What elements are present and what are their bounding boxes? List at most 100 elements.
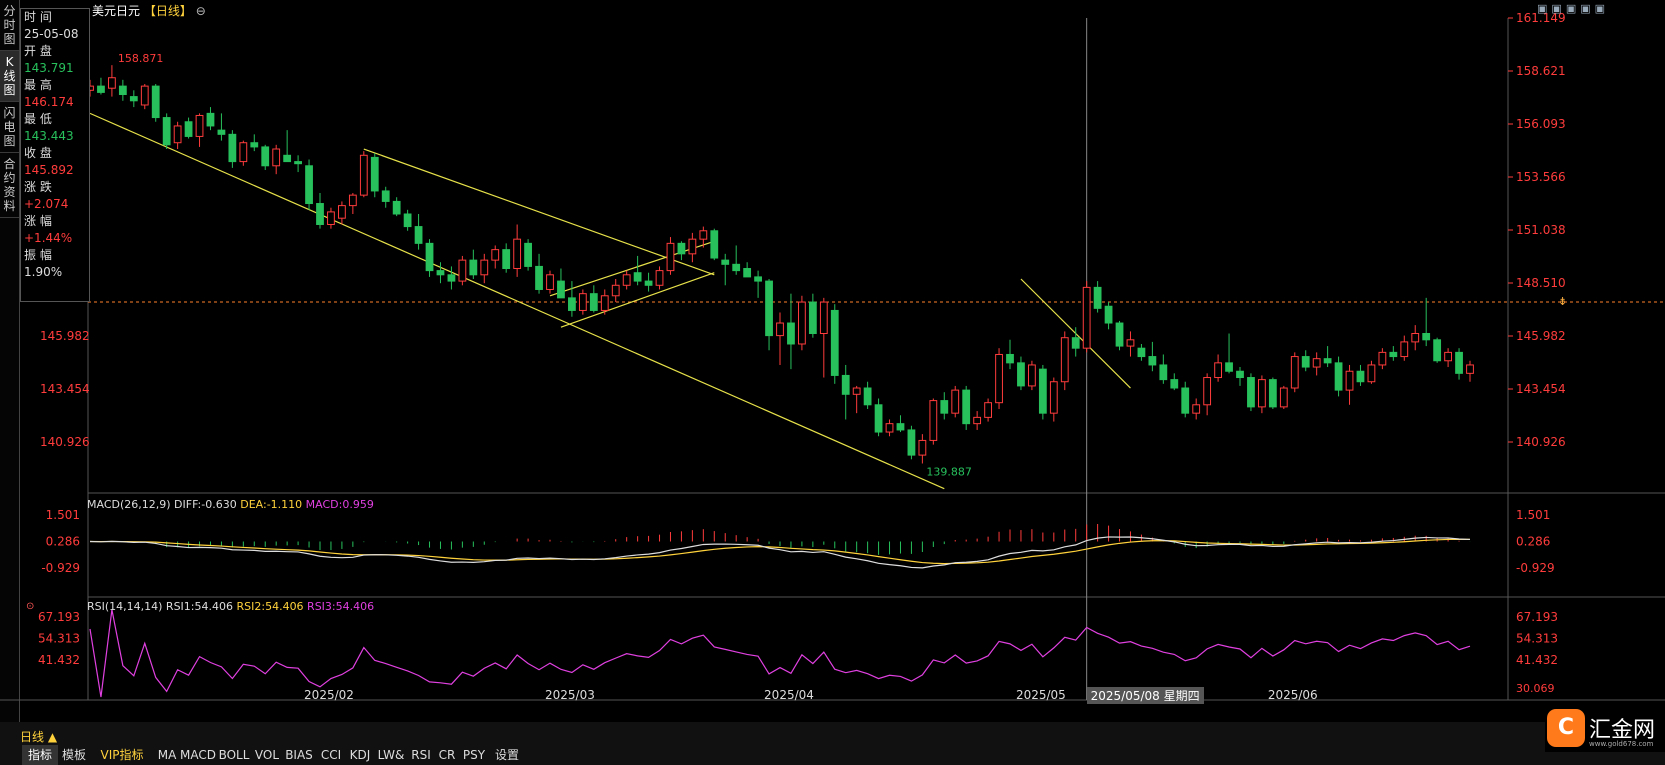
tab-contract-info[interactable]: 合约资料 [0, 153, 19, 218]
rsi-axis-label-right: 41.432 [1516, 653, 1558, 667]
candle [1444, 348, 1452, 368]
candle-body [589, 293, 598, 311]
bottom-tab[interactable]: KDJ [349, 748, 371, 762]
candle [1334, 356, 1343, 397]
candle-body [1433, 339, 1442, 362]
tab-timeshare[interactable]: 分时图 [0, 0, 19, 51]
candle [578, 289, 587, 315]
candle-body [1367, 364, 1376, 383]
candle [896, 415, 905, 433]
trendlines [89, 112, 1131, 490]
candle-body [283, 154, 292, 163]
candle [1006, 339, 1014, 370]
settings-icon[interactable]: ⊖ [195, 4, 206, 18]
bottom-tab[interactable]: PSY [462, 748, 486, 762]
candle [184, 117, 193, 139]
candle [1411, 325, 1420, 351]
candle [381, 186, 390, 208]
bottom-tab[interactable]: RSI [411, 748, 431, 762]
candle-body [535, 265, 543, 290]
candle [491, 245, 500, 269]
candle [359, 151, 368, 198]
wedge-lower-line [560, 272, 715, 328]
candle-body [1093, 286, 1102, 309]
bottom-tab[interactable]: MA [157, 748, 177, 762]
candle-body [294, 161, 302, 165]
candle [644, 272, 653, 292]
tab-kline[interactable]: K线图 [0, 51, 19, 102]
candle-body [1247, 377, 1255, 408]
bottom-tab[interactable]: VIP指标 [100, 748, 144, 762]
candle-body [108, 77, 116, 89]
candle-body [1258, 379, 1266, 408]
date-label: 2025/05 [1015, 688, 1066, 702]
kline-chart[interactable]: 161.149 158.621 156.093 153.566 151.038 148.5… [0, 0, 1665, 722]
candle [940, 392, 949, 420]
candle [1082, 281, 1091, 353]
candle [633, 255, 642, 286]
candle-body [962, 389, 971, 425]
bottom-tab[interactable]: LW& [377, 748, 405, 762]
candle [688, 232, 697, 263]
candle-body [546, 274, 554, 290]
candle [414, 214, 423, 250]
view-tabs: 分时图 K线图 闪电图 合约资料 [0, 0, 20, 722]
candle-body [1214, 362, 1222, 379]
candle [808, 293, 817, 338]
candle-body [1126, 339, 1135, 347]
candle [1378, 348, 1387, 370]
bottom-tab[interactable]: CCI [320, 748, 342, 762]
period-button[interactable]: 日线 ▲ [20, 730, 58, 744]
bottom-tab[interactable]: MACD [180, 748, 216, 762]
date-label: 2025/06 [1267, 688, 1318, 702]
candle [480, 253, 489, 284]
bottom-tab[interactable]: 指标 [22, 745, 58, 765]
candle-body [644, 280, 653, 286]
candle-body [250, 142, 259, 148]
close-value: 145.892 [24, 163, 74, 177]
candle-body [195, 114, 204, 137]
candle [1268, 377, 1277, 409]
candle [1181, 381, 1190, 418]
candle [425, 239, 434, 277]
tab-flash[interactable]: 闪电图 [0, 102, 19, 153]
candle-body [524, 242, 532, 267]
bottom-tab[interactable]: BIAS [285, 748, 313, 762]
candle [973, 411, 982, 430]
candle-body [578, 293, 587, 311]
rsi-axis-label-right: 67.193 [1516, 610, 1558, 624]
rsi-axis-label-right: 54.313 [1516, 632, 1558, 646]
bottom-tab[interactable]: 模板 [61, 748, 86, 762]
candle [1148, 341, 1157, 372]
candle-body [819, 301, 828, 335]
candle-body [940, 400, 949, 414]
toolbar-icons[interactable]: ▣▣▣▣▣ [1537, 2, 1609, 15]
candle-body [1411, 333, 1420, 343]
candle [1323, 346, 1332, 368]
wedge-upper-line [549, 240, 715, 297]
candle-body [480, 259, 489, 276]
bottom-tab[interactable]: BOLL [218, 748, 250, 762]
channel-upper-line [363, 148, 715, 276]
chart-title: 美元日元 【日线】 ⊖ [92, 2, 206, 19]
candle-body [414, 226, 423, 244]
candle-body [403, 213, 412, 228]
candle [798, 295, 806, 351]
bottom-tab[interactable]: 设置 [494, 748, 519, 762]
candle [1104, 302, 1113, 330]
candle [622, 270, 631, 290]
candle-body [1049, 381, 1058, 414]
bottom-tab[interactable]: CR [438, 748, 456, 762]
bottom-tab[interactable]: VOL [254, 748, 280, 762]
price-axis-label: 158.621 [1516, 64, 1566, 78]
price-axis-label: 151.038 [1516, 223, 1566, 237]
main-downtrend-line [89, 112, 945, 490]
candle-body [1148, 356, 1157, 366]
price-axis-label: 161.149 [1516, 11, 1566, 25]
candle [294, 155, 302, 173]
candle-body [1006, 353, 1014, 364]
candle [666, 237, 675, 275]
candle-body [688, 238, 697, 255]
candle [841, 364, 850, 420]
macd-header: MACD(26,12,9) DIFF:-0.630 DEA:-1.110 MAC… [87, 498, 374, 511]
